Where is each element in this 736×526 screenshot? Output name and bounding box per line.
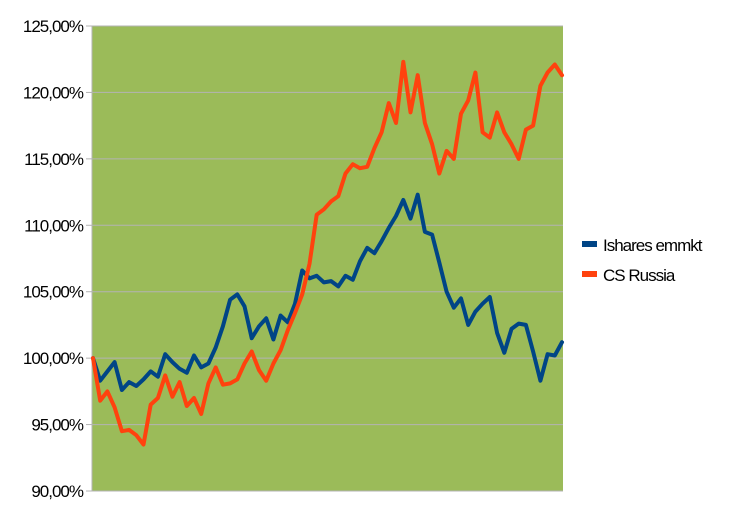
legend: Ishares emmkt CS Russia (582, 236, 704, 285)
y-tick-label-11500: 115,00% (24, 150, 84, 169)
y-tick-label-9000: 90,00% (31, 482, 84, 501)
legend-entry-ishares-emmkt: Ishares emmkt (582, 236, 704, 255)
series-line-cs-russia (91, 59, 564, 447)
y-tick-label-9500: 95,00% (31, 416, 84, 435)
y-tick-label-10500: 105,00% (23, 283, 84, 302)
y-axis-labels: 90,00% 95,00% 100,00% 105,00% 110,00% 115,00%… (23, 17, 85, 501)
y-axis-ticks (86, 25, 92, 492)
legend-swatch-cs-russia (582, 271, 597, 277)
y-tick-label-10000: 100,00% (23, 349, 84, 368)
legend-swatch-ishares-emmkt (582, 241, 597, 247)
y-tick-label-11000: 110,00% (24, 216, 84, 235)
legend-entry-cs-russia: CS Russia (582, 266, 677, 285)
legend-label-cs-russia: CS Russia (603, 266, 676, 285)
y-tick-label-12000: 120,00% (23, 83, 84, 102)
legend-label-ishares-emmkt: Ishares emmkt (603, 236, 703, 255)
plot-area-background (92, 26, 563, 491)
series-lines (91, 59, 564, 447)
y-tick-label-12500: 125,00% (23, 17, 84, 36)
series-line-ishares-emmkt (91, 192, 564, 392)
